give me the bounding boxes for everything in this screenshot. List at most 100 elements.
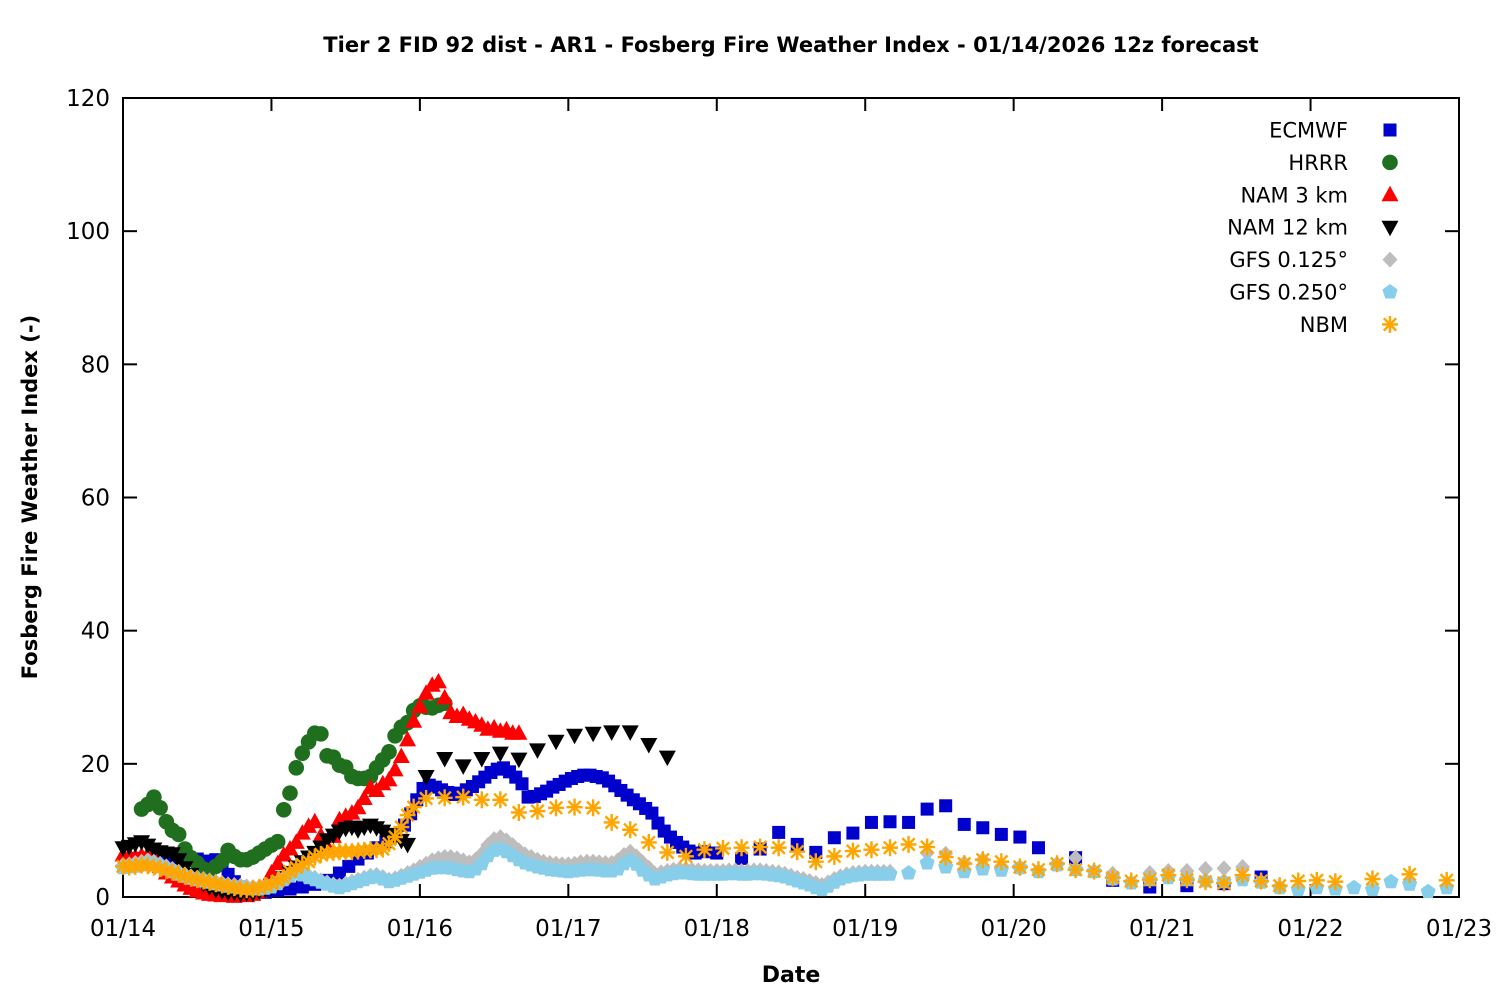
marker-asterisk [956, 855, 973, 873]
y-tick-label: 100 [66, 219, 110, 245]
marker-square [1383, 123, 1397, 137]
x-axis-label: Date [761, 963, 821, 988]
marker-square [515, 777, 529, 791]
marker-triangle-down [399, 837, 417, 854]
marker-triangle-up [1381, 185, 1399, 202]
marker-asterisk [1253, 872, 1270, 890]
x-tick-label: 01/16 [387, 916, 453, 942]
marker-asterisk [696, 841, 713, 859]
marker-square [920, 802, 934, 816]
marker-triangle-down [510, 752, 528, 769]
marker-asterisk [455, 788, 472, 806]
legend-label-gfs-0-250: GFS 0.250° [1229, 281, 1348, 305]
marker-asterisk [993, 853, 1010, 871]
marker-asterisk [715, 839, 732, 857]
plot-border [122, 97, 1460, 898]
marker-square [957, 817, 971, 831]
marker-triangle-up [355, 789, 373, 805]
y-tick-label: 40 [81, 619, 110, 645]
marker-asterisk [585, 799, 602, 817]
y-tick-label: 20 [81, 752, 110, 778]
marker-triangle-up [262, 864, 280, 880]
marker-square [976, 821, 990, 835]
marker-circle [288, 760, 305, 776]
marker-square [883, 815, 897, 829]
marker-asterisk [770, 839, 787, 857]
marker-pentagon [1382, 284, 1398, 299]
marker-asterisk [164, 863, 181, 881]
marker-triangle-up [510, 724, 528, 740]
marker-asterisk [882, 839, 899, 857]
marker-asterisk [677, 847, 694, 865]
y-tick-label: 80 [81, 352, 110, 378]
marker-circle [381, 744, 397, 760]
marker-asterisk [807, 853, 824, 871]
marker-asterisk [640, 833, 657, 851]
marker-asterisk [201, 873, 218, 891]
marker-circle [152, 799, 168, 816]
marker-pentagon [901, 865, 917, 880]
marker-triangle-up [392, 747, 410, 764]
marker-circle [313, 726, 329, 742]
marker-asterisk [1067, 861, 1084, 879]
marker-pentagon [1364, 881, 1381, 897]
marker-diamond [1068, 849, 1084, 866]
marker-pentagon [919, 855, 935, 870]
marker-square [1013, 830, 1027, 844]
marker-asterisk [566, 798, 583, 816]
x-tick-label: 01/21 [1129, 916, 1195, 942]
marker-asterisk [1104, 869, 1121, 887]
marker-triangle-down [658, 750, 676, 767]
marker-asterisk [1216, 874, 1233, 892]
marker-circle [170, 826, 187, 843]
marker-triangle-up [411, 697, 429, 714]
marker-asterisk [176, 867, 193, 885]
marker-diamond [1197, 861, 1213, 878]
marker-asterisk [752, 838, 769, 856]
marker-circle [1382, 154, 1398, 171]
marker-asterisk [900, 835, 917, 853]
marker-asterisk [1290, 872, 1307, 890]
x-tick-label: 01/23 [1426, 916, 1492, 942]
marker-square [864, 815, 878, 829]
marker-triangle-down [436, 752, 454, 768]
x-tick-label: 01/17 [535, 916, 601, 942]
marker-triangle-down [454, 759, 472, 775]
marker-asterisk [1197, 873, 1214, 891]
x-tick-label: 01/22 [1277, 916, 1343, 942]
marker-diamond [1382, 251, 1398, 268]
legend-label-ecmwf: ECMWF [1269, 119, 1348, 143]
marker-triangle-up [436, 688, 454, 705]
marker-asterisk [1234, 866, 1251, 884]
marker-asterisk [1123, 872, 1140, 890]
marker-circle [269, 833, 286, 850]
marker-asterisk [548, 799, 565, 817]
marker-asterisk [418, 789, 435, 807]
y-tick-label: 0 [95, 885, 110, 911]
marker-asterisk [603, 813, 620, 831]
marker-triangle-down [640, 738, 658, 754]
marker-asterisk [387, 828, 404, 846]
marker-asterisk [622, 821, 639, 839]
marker-asterisk [1382, 315, 1398, 333]
marker-asterisk [974, 851, 991, 869]
marker-asterisk [1086, 862, 1103, 880]
marker-square [809, 845, 823, 859]
marker-asterisk [937, 848, 954, 866]
marker-asterisk [1438, 871, 1455, 889]
marker-asterisk [789, 843, 806, 861]
marker-asterisk [1327, 873, 1344, 891]
marker-triangle-down [584, 726, 602, 743]
x-tick-label: 01/14 [90, 916, 156, 942]
marker-asterisk [510, 803, 527, 821]
y-tick-label: 120 [66, 86, 110, 112]
marker-triangle-down [417, 769, 435, 786]
marker-diamond [1216, 860, 1232, 877]
legend: ECMWF HRRR NAM 3 km NAM 12 km GFS 0.125° GFS … [1227, 119, 1399, 337]
marker-square [645, 806, 659, 820]
marker-asterisk [529, 802, 546, 820]
marker-triangle-up [349, 798, 367, 815]
marker-asterisk [399, 806, 416, 824]
